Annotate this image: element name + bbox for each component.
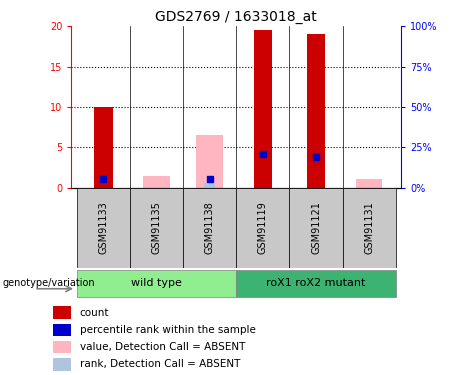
Bar xyxy=(143,176,170,188)
Bar xyxy=(343,188,396,268)
Bar xyxy=(77,270,236,297)
Text: genotype/variation: genotype/variation xyxy=(2,278,95,288)
Bar xyxy=(356,180,383,188)
Bar xyxy=(204,183,215,188)
Bar xyxy=(77,188,130,268)
Text: count: count xyxy=(79,308,109,318)
Bar xyxy=(53,306,71,319)
Bar xyxy=(307,34,325,188)
Text: wild type: wild type xyxy=(131,278,182,288)
Bar xyxy=(254,30,272,188)
Bar xyxy=(290,188,343,268)
Bar xyxy=(130,188,183,268)
Text: GSM91131: GSM91131 xyxy=(364,201,374,254)
Bar xyxy=(183,188,236,268)
Bar xyxy=(236,270,396,297)
Text: GSM91138: GSM91138 xyxy=(205,201,215,254)
Bar xyxy=(196,135,223,188)
Bar xyxy=(236,188,290,268)
Text: rank, Detection Call = ABSENT: rank, Detection Call = ABSENT xyxy=(79,359,240,369)
Text: GSM91135: GSM91135 xyxy=(152,201,161,254)
Bar xyxy=(94,107,112,188)
Bar xyxy=(53,340,71,353)
Text: GSM91133: GSM91133 xyxy=(98,201,108,254)
Text: GSM91119: GSM91119 xyxy=(258,201,268,254)
Text: percentile rank within the sample: percentile rank within the sample xyxy=(79,325,255,335)
Text: value, Detection Call = ABSENT: value, Detection Call = ABSENT xyxy=(79,342,245,352)
Text: roX1 roX2 mutant: roX1 roX2 mutant xyxy=(266,278,366,288)
Bar xyxy=(53,324,71,336)
Title: GDS2769 / 1633018_at: GDS2769 / 1633018_at xyxy=(155,10,317,24)
Bar xyxy=(53,358,71,370)
Text: GSM91121: GSM91121 xyxy=(311,201,321,254)
